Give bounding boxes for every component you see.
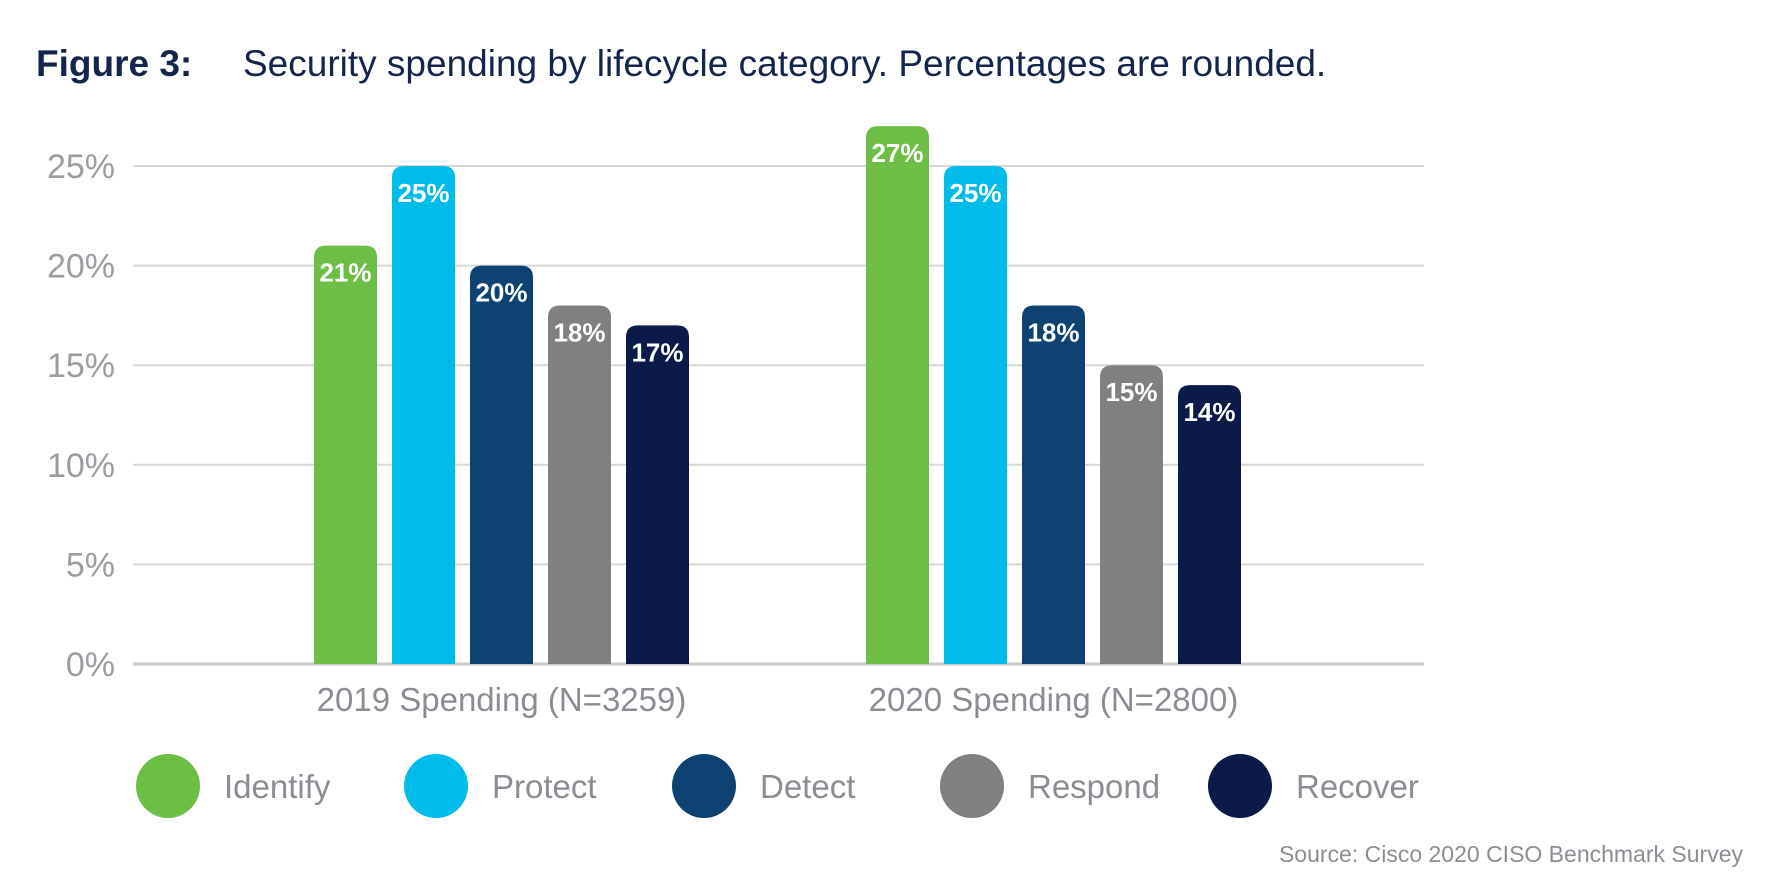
legend-swatch-detect [672,754,736,818]
x-axis: 2019 Spending (N=3259) 2020 Spending (N=2… [317,681,1239,718]
bar-identify-1 [866,126,929,664]
chart-title: Security spending by lifecycle category.… [243,43,1326,84]
bars [314,126,1241,664]
data-label: 14% [1183,397,1235,427]
bar-identify-0 [314,245,377,664]
legend-swatch-identify [136,754,200,818]
data-label: 21% [319,258,371,288]
y-tick-label: 25% [47,148,115,186]
bar-detect-0 [470,265,533,664]
legend-label: Respond [1028,768,1160,805]
data-label: 18% [1027,317,1079,347]
data-label: 25% [397,178,449,208]
data-label: 17% [631,337,683,367]
bar-recover-0 [626,325,689,664]
bar-recover-1 [1178,385,1241,664]
data-label: 15% [1105,377,1157,407]
figure-label: Figure 3: [36,43,192,84]
y-tick-label: 5% [66,546,115,584]
bar-detect-1 [1022,305,1085,664]
legend-swatch-protect [404,754,468,818]
legend-label: Identify [224,768,331,805]
data-label: 25% [949,178,1001,208]
x-category-label: 2020 Spending (N=2800) [869,681,1239,718]
source-note: Source: Cisco 2020 CISO Benchmark Survey [1279,841,1744,867]
x-category-label: 2019 Spending (N=3259) [317,681,687,718]
data-label: 18% [553,317,605,347]
y-tick-label: 10% [47,447,115,485]
y-tick-label: 0% [66,646,115,684]
y-tick-label: 20% [47,248,115,286]
y-tick-label: 15% [47,347,115,385]
legend-label: Detect [760,768,855,805]
legend: Identify Protect Detect Respond Recover [136,754,1419,818]
legend-swatch-respond [940,754,1004,818]
data-label: 27% [871,138,923,168]
data-labels: 21% 25% 20% 18% 17% 27% 25% 18% 15% 14% [319,138,1235,427]
legend-label: Protect [492,768,597,805]
y-axis: 0% 5% 10% 15% 20% 25% [47,148,115,684]
data-label: 20% [475,278,527,308]
bar-protect-0 [392,166,455,664]
bar-respond-0 [548,305,611,664]
legend-swatch-recover [1208,754,1272,818]
bar-respond-1 [1100,365,1163,664]
bar-protect-1 [944,166,1007,664]
legend-label: Recover [1296,768,1419,805]
